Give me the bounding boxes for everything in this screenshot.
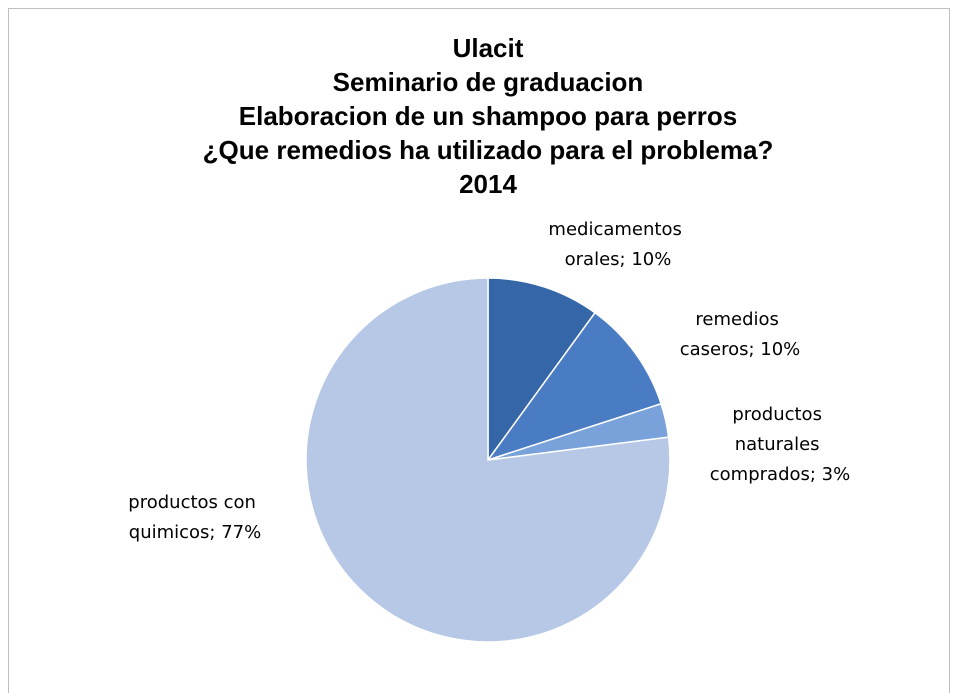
pie-slice (487, 277, 597, 463)
chart-title: ¿Que remedios ha utilizado para el probl… (203, 135, 774, 165)
chart-title: Seminario de graduacion (333, 67, 644, 97)
chart-title: Elaboracion de un shampoo para perros (239, 101, 737, 131)
data-label: remedios caseros; 10% (680, 309, 801, 360)
data-label: medicamentos orales; 10% (548, 219, 687, 270)
data-label: productos naturales comprados; 3% (710, 404, 850, 485)
pie-slice (486, 311, 663, 462)
data-label: productos con quimicos; 77% (128, 492, 261, 543)
chart-title: Ulacit (453, 33, 524, 63)
chart-title: 2014 (459, 169, 517, 199)
pie-slice (305, 277, 671, 643)
